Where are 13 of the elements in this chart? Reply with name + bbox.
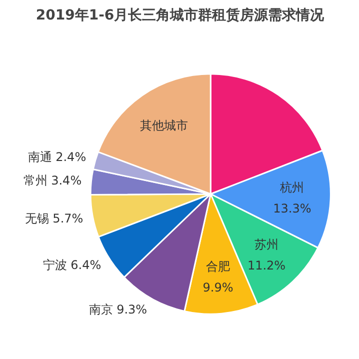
chart-title: 2019年1-6月长三角城市群租赁房源需求情况 xyxy=(36,6,326,24)
slice-label: 合肥 xyxy=(206,260,230,274)
data-label: 13.3% xyxy=(273,201,312,216)
slice-label: 无锡 5.7% xyxy=(24,211,84,226)
data-label: 9.9% xyxy=(202,280,234,295)
slice-label: 常州 3.4% xyxy=(23,174,82,188)
slice-label: 宁波 6.4% xyxy=(42,258,102,272)
slice-label: 南通 2.4% xyxy=(28,150,86,164)
data-label: 11.2% xyxy=(247,258,286,272)
slice-label: 南京 9.3% xyxy=(88,302,148,316)
slice-label: 其他城市 xyxy=(140,118,188,132)
slice-label: 苏州 xyxy=(254,237,279,252)
slice-label: 杭州 xyxy=(279,180,304,194)
